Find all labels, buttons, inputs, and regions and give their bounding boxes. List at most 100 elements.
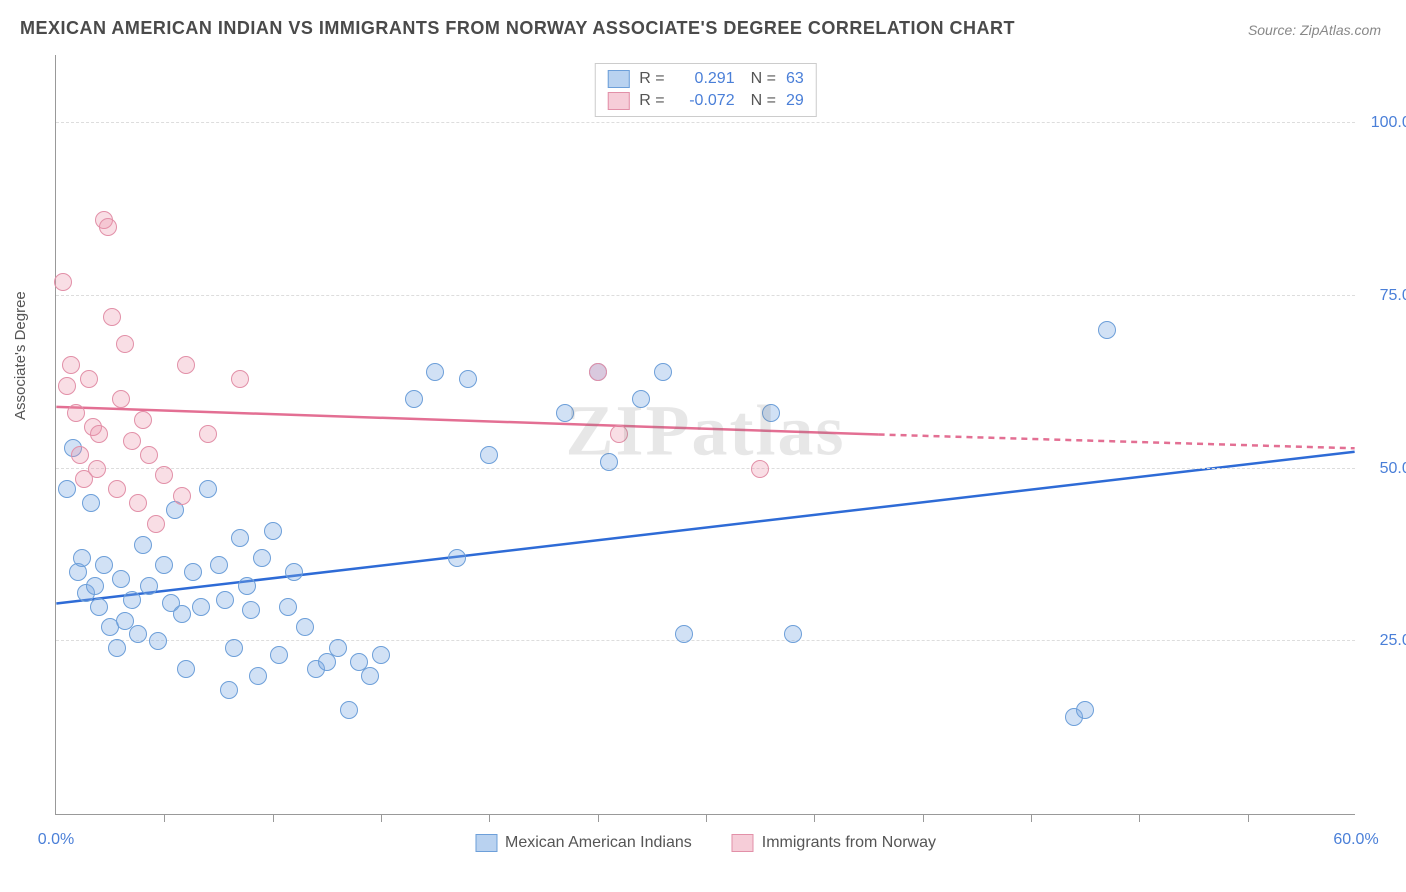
data-point bbox=[129, 494, 147, 512]
data-point bbox=[762, 404, 780, 422]
data-point bbox=[88, 460, 106, 478]
ytick-label: 25.0% bbox=[1365, 632, 1406, 650]
data-point bbox=[71, 446, 89, 464]
data-point bbox=[112, 390, 130, 408]
xtick bbox=[381, 814, 382, 822]
chart-title: MEXICAN AMERICAN INDIAN VS IMMIGRANTS FR… bbox=[20, 18, 1015, 39]
trendline bbox=[879, 435, 1355, 449]
trendlines-layer bbox=[56, 55, 1355, 814]
data-point bbox=[129, 625, 147, 643]
r-value: -0.072 bbox=[675, 92, 735, 110]
gridline-h bbox=[56, 295, 1355, 296]
data-point bbox=[67, 404, 85, 422]
series-legend: Mexican American Indians Immigrants from … bbox=[475, 834, 936, 852]
xtick bbox=[923, 814, 924, 822]
data-point bbox=[199, 480, 217, 498]
xtick-label: 60.0% bbox=[1333, 831, 1378, 849]
legend-row: R =0.291N =63 bbox=[607, 68, 803, 90]
data-point bbox=[173, 605, 191, 623]
data-point bbox=[140, 446, 158, 464]
source-attribution: Source: ZipAtlas.com bbox=[1248, 22, 1381, 38]
data-point bbox=[296, 618, 314, 636]
ytick-label: 100.0% bbox=[1365, 114, 1406, 132]
legend-label: Immigrants from Norway bbox=[762, 834, 936, 852]
y-axis-label: Associate's Degree bbox=[12, 291, 29, 420]
legend-item: Mexican American Indians bbox=[475, 834, 692, 852]
legend-swatch bbox=[607, 92, 629, 110]
data-point bbox=[184, 563, 202, 581]
data-point bbox=[340, 701, 358, 719]
r-label: R = bbox=[639, 92, 664, 110]
xtick bbox=[164, 814, 165, 822]
data-point bbox=[361, 667, 379, 685]
xtick bbox=[273, 814, 274, 822]
data-point bbox=[600, 453, 618, 471]
data-point bbox=[751, 460, 769, 478]
data-point bbox=[108, 480, 126, 498]
data-point bbox=[238, 577, 256, 595]
data-point bbox=[58, 377, 76, 395]
data-point bbox=[73, 549, 91, 567]
legend-row: R = -0.072 N = 29 bbox=[607, 90, 803, 112]
data-point bbox=[216, 591, 234, 609]
r-label: R = bbox=[639, 70, 664, 88]
data-point bbox=[253, 549, 271, 567]
data-point bbox=[192, 598, 210, 616]
gridline-h bbox=[56, 640, 1355, 641]
data-point bbox=[134, 536, 152, 554]
data-point bbox=[285, 563, 303, 581]
n-label: N = bbox=[751, 70, 776, 88]
xtick bbox=[598, 814, 599, 822]
data-point bbox=[632, 390, 650, 408]
data-point bbox=[86, 577, 104, 595]
data-point bbox=[134, 411, 152, 429]
correlation-legend: R =0.291N =63R =-0.072N =29 bbox=[594, 63, 816, 117]
data-point bbox=[372, 646, 390, 664]
legend-swatch bbox=[475, 834, 497, 852]
gridline-h bbox=[56, 468, 1355, 469]
data-point bbox=[589, 363, 607, 381]
n-label: N = bbox=[751, 92, 776, 110]
data-point bbox=[329, 639, 347, 657]
data-point bbox=[448, 549, 466, 567]
data-point bbox=[108, 639, 126, 657]
scatter-plot-area: ZIPatlas R =0.291N =63R =-0.072N =29 Mex… bbox=[55, 55, 1355, 815]
data-point bbox=[155, 466, 173, 484]
xtick-label: 0.0% bbox=[38, 831, 74, 849]
ytick-label: 75.0% bbox=[1365, 287, 1406, 305]
gridline-h bbox=[56, 122, 1355, 123]
data-point bbox=[784, 625, 802, 643]
data-point bbox=[123, 591, 141, 609]
xtick bbox=[1139, 814, 1140, 822]
legend-label: Mexican American Indians bbox=[505, 834, 692, 852]
data-point bbox=[80, 370, 98, 388]
data-point bbox=[1076, 701, 1094, 719]
data-point bbox=[220, 681, 238, 699]
data-point bbox=[82, 494, 100, 512]
data-point bbox=[99, 218, 117, 236]
data-point bbox=[54, 273, 72, 291]
xtick bbox=[814, 814, 815, 822]
data-point bbox=[242, 601, 260, 619]
data-point bbox=[147, 515, 165, 533]
data-point bbox=[426, 363, 444, 381]
data-point bbox=[173, 487, 191, 505]
data-point bbox=[58, 480, 76, 498]
n-value: 63 bbox=[786, 70, 804, 88]
data-point bbox=[140, 577, 158, 595]
data-point bbox=[177, 356, 195, 374]
data-point bbox=[231, 370, 249, 388]
xtick bbox=[706, 814, 707, 822]
data-point bbox=[610, 425, 628, 443]
data-point bbox=[405, 390, 423, 408]
data-point bbox=[90, 425, 108, 443]
n-value: 29 bbox=[786, 92, 804, 110]
data-point bbox=[264, 522, 282, 540]
data-point bbox=[675, 625, 693, 643]
xtick bbox=[1248, 814, 1249, 822]
data-point bbox=[279, 598, 297, 616]
xtick bbox=[489, 814, 490, 822]
data-point bbox=[90, 598, 108, 616]
data-point bbox=[199, 425, 217, 443]
data-point bbox=[225, 639, 243, 657]
